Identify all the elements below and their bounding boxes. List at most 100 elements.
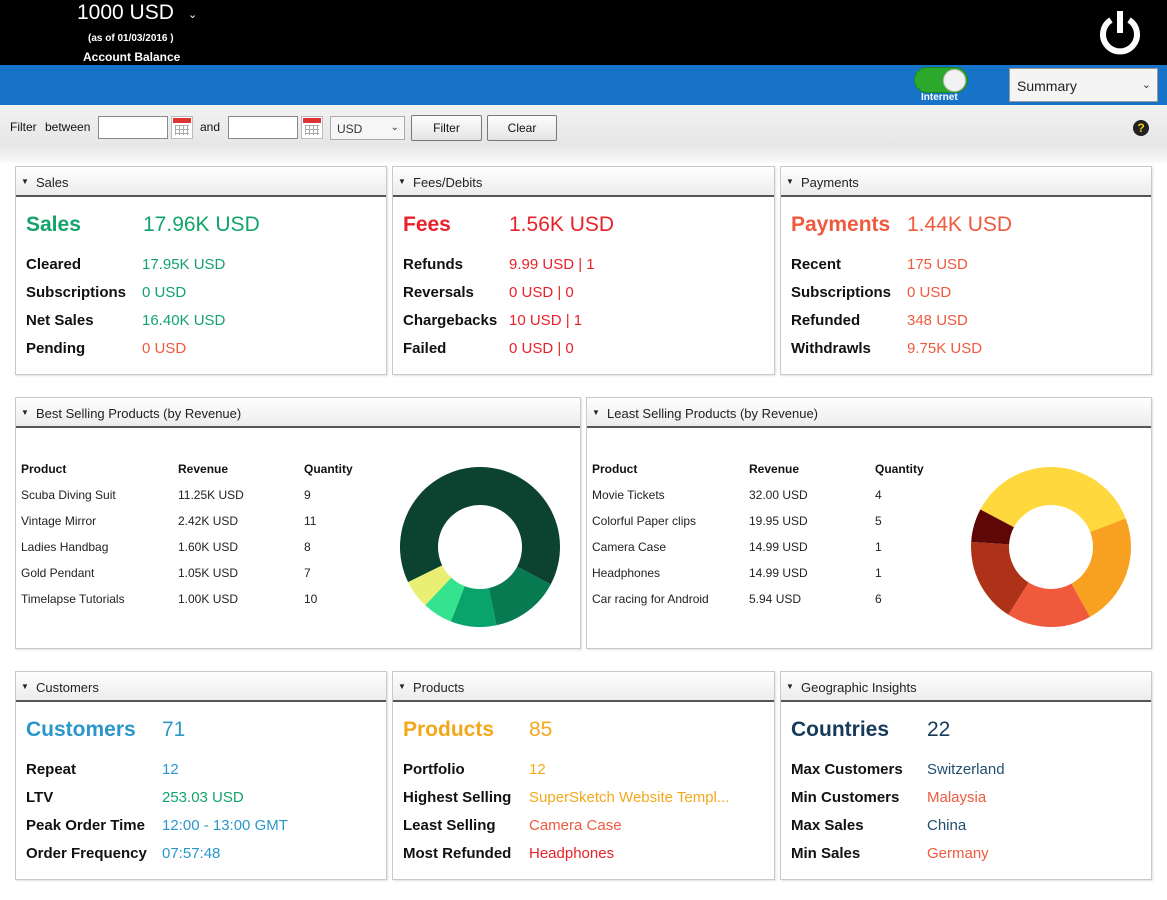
fees-panel-header[interactable]: ▼ Fees/Debits <box>393 167 774 197</box>
donut-slice[interactable] <box>450 586 497 627</box>
best-selling-donut-chart[interactable] <box>393 467 567 627</box>
table-cell: 14.99 USD <box>749 540 808 554</box>
sales-big-label: Sales <box>26 213 81 236</box>
collapse-triangle-icon[interactable]: ▼ <box>21 408 29 417</box>
row-label: Repeat <box>26 761 77 778</box>
donut-slice[interactable] <box>1071 518 1131 617</box>
table-cell: 11.25K USD <box>178 488 244 502</box>
internet-toggle[interactable] <box>914 67 968 93</box>
donut-slice[interactable] <box>488 566 551 626</box>
collapse-triangle-icon[interactable]: ▼ <box>21 682 29 691</box>
table-cell: Vintage Mirror <box>21 514 97 528</box>
view-select[interactable]: Summary ⌄ <box>1009 68 1158 102</box>
view-select-value: Summary <box>1017 78 1077 94</box>
table-cell: Timelapse Tutorials <box>21 592 125 606</box>
from-date-input[interactable] <box>98 116 168 139</box>
account-balance-amount[interactable]: 1000 USD <box>77 1 174 24</box>
column-header: Quantity <box>304 462 353 476</box>
table-cell: 6 <box>875 592 882 606</box>
table-cell: Camera Case <box>592 540 667 554</box>
collapse-triangle-icon[interactable]: ▼ <box>786 682 794 691</box>
row-label: Pending <box>26 340 86 357</box>
collapse-triangle-icon[interactable]: ▼ <box>398 682 406 691</box>
fees-big-label: Fees <box>403 213 451 236</box>
filter-bar: Filter between and USD ⌄ Filter Clear ? <box>0 105 1167 163</box>
products-big-label: Products <box>403 718 495 741</box>
geo-panel: ▼ Geographic Insights Countries 22 Max Cu… <box>780 671 1152 880</box>
column-header: Product <box>592 462 638 476</box>
row-label: Cleared <box>26 256 82 273</box>
collapse-triangle-icon[interactable]: ▼ <box>21 177 29 186</box>
row-label: Refunds <box>403 256 463 273</box>
best-selling-panel-header[interactable]: ▼ Best Selling Products (by Revenue) <box>16 398 580 428</box>
power-icon[interactable] <box>1096 9 1144 57</box>
row-value: 9.99 USD | 1 <box>509 256 595 273</box>
products-panel: ▼ Products Products 85 Portfolio 12 Highes… <box>392 671 775 880</box>
row-label: Reversals <box>403 284 474 301</box>
donut-slice[interactable] <box>980 467 1126 533</box>
row-label: Recent <box>791 256 842 273</box>
sales-panel: ▼ Sales Sales 17.96K USD Cleared 17.95K US… <box>15 166 387 375</box>
donut-slice[interactable] <box>1008 582 1090 627</box>
calendar-icon[interactable] <box>171 116 193 139</box>
row-label: Min Customers <box>791 789 900 806</box>
balance-as-of-date: (as of 01/03/2016 ) <box>88 33 174 44</box>
row-label: Chargebacks <box>403 312 498 329</box>
sales-big-value: 17.96K USD <box>143 213 260 236</box>
least-selling-panel-header[interactable]: ▼ Least Selling Products (by Revenue) <box>587 398 1151 428</box>
least-selling-donut-chart[interactable] <box>964 467 1138 627</box>
donut-slice[interactable] <box>971 509 1014 545</box>
row-label: Min Sales <box>791 845 861 862</box>
products-panel-title: Products <box>413 680 465 695</box>
table-cell: Car racing for Android <box>592 592 709 606</box>
currency-select-value: USD <box>337 122 363 136</box>
payments-big-label: Payments <box>791 213 891 236</box>
row-label: LTV <box>26 789 54 806</box>
collapse-triangle-icon[interactable]: ▼ <box>592 408 600 417</box>
fees-big-value: 1.56K USD <box>509 213 615 236</box>
help-icon[interactable]: ? <box>1133 120 1149 136</box>
table-cell: 10 <box>304 592 318 606</box>
to-date-input[interactable] <box>228 116 298 139</box>
row-label: Least Selling <box>403 817 496 834</box>
donut-slice[interactable] <box>408 565 452 606</box>
row-value: 0 USD <box>907 284 952 301</box>
balance-dropdown-icon[interactable]: ⌄ <box>188 8 198 21</box>
sales-panel-header[interactable]: ▼ Sales <box>16 167 386 197</box>
row-label: Most Refunded <box>403 845 512 862</box>
row-label: Max Sales <box>791 817 864 834</box>
column-header: Revenue <box>749 462 800 476</box>
payments-panel: ▼ Payments Payments 1.44K USD Recent 175 U… <box>780 166 1152 375</box>
row-value[interactable]: Camera Case <box>529 817 622 834</box>
clear-button[interactable]: Clear <box>487 115 557 141</box>
row-value: 175 USD <box>907 256 968 273</box>
table-cell: 1.00K USD <box>178 592 239 606</box>
row-value[interactable]: Headphones <box>529 845 615 862</box>
calendar-icon[interactable] <box>301 116 323 139</box>
donut-slice[interactable] <box>400 467 560 585</box>
currency-select[interactable]: USD ⌄ <box>330 116 405 140</box>
app-toolbar: Internet Summary ⌄ <box>0 65 1167 105</box>
row-value: 12:00 - 13:00 GMT <box>162 817 288 834</box>
toggle-knob[interactable] <box>943 69 966 92</box>
customers-panel-header[interactable]: ▼ Customers <box>16 672 386 702</box>
table-cell: 8 <box>304 540 311 554</box>
filter-button[interactable]: Filter <box>411 115 482 141</box>
table-cell: 14.99 USD <box>749 566 808 580</box>
donut-slice[interactable] <box>971 541 1029 615</box>
products-panel-header[interactable]: ▼ Products <box>393 672 774 702</box>
donut-slice[interactable] <box>425 577 465 622</box>
sales-panel-title: Sales <box>36 175 69 190</box>
least-selling-panel: ▼ Least Selling Products (by Revenue) Pro… <box>586 397 1152 649</box>
row-label: Subscriptions <box>26 284 127 301</box>
geo-panel-header[interactable]: ▼ Geographic Insights <box>781 672 1151 702</box>
collapse-triangle-icon[interactable]: ▼ <box>786 177 794 186</box>
row-value[interactable]: SuperSketch Website Templ... <box>529 789 730 806</box>
table-cell: 1.05K USD <box>178 566 239 580</box>
payments-panel-header[interactable]: ▼ Payments <box>781 167 1151 197</box>
row-label: Refunded <box>791 312 861 329</box>
collapse-triangle-icon[interactable]: ▼ <box>398 177 406 186</box>
table-cell: 1 <box>875 566 882 580</box>
row-value: 10 USD | 1 <box>509 312 583 329</box>
best-selling-panel: ▼ Best Selling Products (by Revenue) Prod… <box>15 397 581 649</box>
